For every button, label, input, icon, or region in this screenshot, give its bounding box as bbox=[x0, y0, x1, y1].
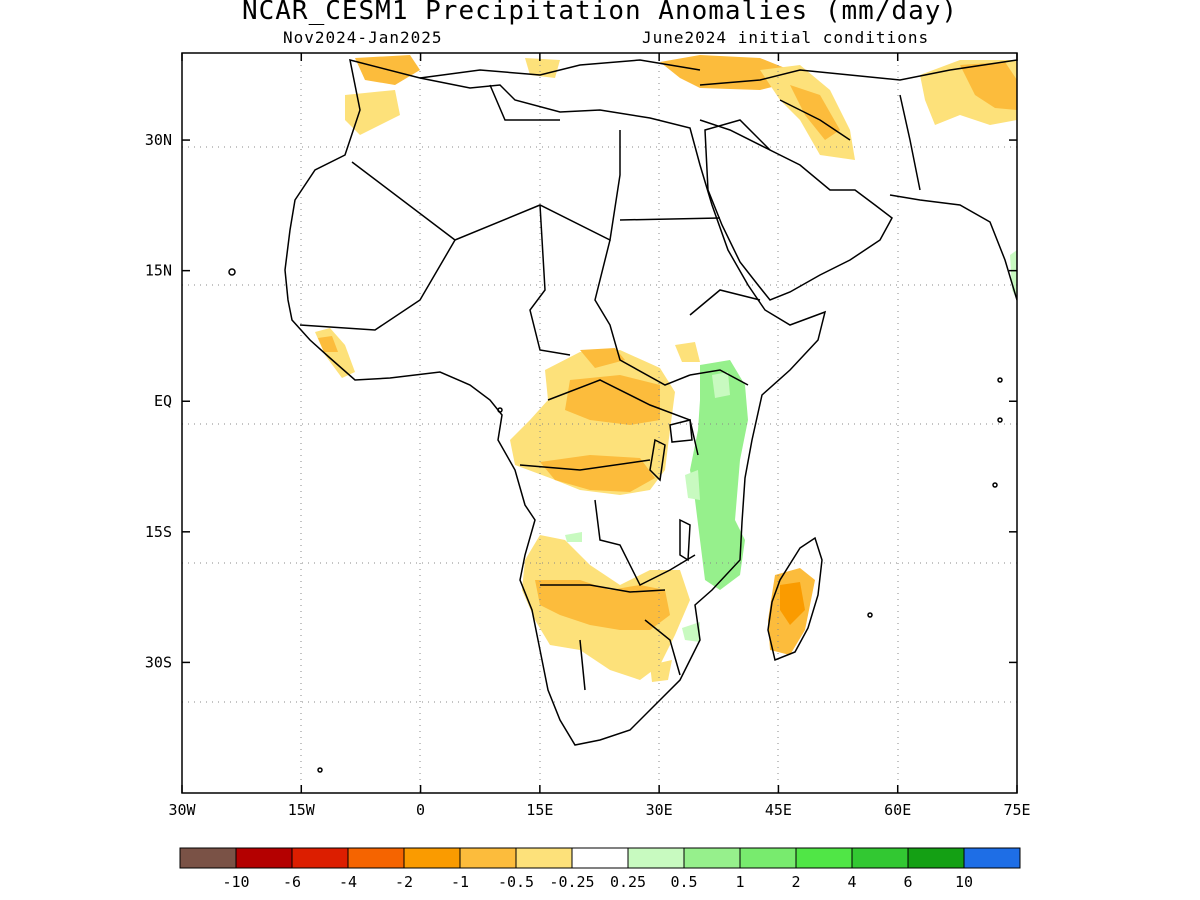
colorbar-swatch bbox=[739, 847, 797, 869]
colorbar-label: 0.25 bbox=[610, 873, 646, 891]
lat-tick-label: 15S bbox=[145, 523, 172, 541]
lat-tick-label: EQ bbox=[154, 392, 172, 410]
lon-tick-label: 75E bbox=[1003, 801, 1030, 819]
map-title: NCAR_CESM1 Precipitation Anomalies (mm/d… bbox=[241, 0, 959, 26]
colorbar-label: -0.25 bbox=[549, 873, 594, 891]
colorbar-swatch bbox=[515, 847, 573, 869]
lat-axis: 30N 15N EQ 15S 30S bbox=[145, 131, 1017, 671]
colorbar-swatch bbox=[179, 847, 237, 869]
colorbar-swatch bbox=[347, 847, 405, 869]
anomaly-shading bbox=[315, 55, 1017, 682]
lon-axis: 30W 15W 0 15E 30E 45E 60E 75E bbox=[168, 53, 1031, 819]
anomaly-east-africa bbox=[690, 360, 748, 590]
colorbar-label: -0.5 bbox=[498, 873, 534, 891]
lon-tick-label: 30E bbox=[646, 801, 673, 819]
colorbar-swatch bbox=[235, 847, 293, 869]
colorbar-label: 1 bbox=[735, 873, 744, 891]
colorbar-swatch bbox=[851, 847, 909, 869]
lon-tick-label: 0 bbox=[416, 801, 425, 819]
colorbar-label: 10 bbox=[955, 873, 973, 891]
lon-tick-label: 15W bbox=[288, 801, 316, 819]
forecast-period: Nov2024-Jan2025 bbox=[283, 28, 443, 47]
colorbar-swatch bbox=[571, 847, 629, 869]
map-area bbox=[182, 53, 1017, 793]
plot-frame bbox=[181, 52, 1018, 794]
lat-tick-label: 15N bbox=[145, 262, 172, 280]
colorbar-label: 4 bbox=[847, 873, 856, 891]
colorbar: -10 -6 -4 -2 -1 -0.5 -0.25 0.25 0.5 1 2 4 6 10 bbox=[179, 847, 1021, 891]
initial-conditions: June2024 initial conditions bbox=[642, 28, 930, 47]
colorbar-label: 0.5 bbox=[670, 873, 697, 891]
colorbar-label: 6 bbox=[903, 873, 912, 891]
colorbar-label: -4 bbox=[339, 873, 357, 891]
colorbar-label: -1 bbox=[451, 873, 469, 891]
colorbar-label: -2 bbox=[395, 873, 413, 891]
colorbar-swatch bbox=[291, 847, 349, 869]
colorbar-swatch bbox=[403, 847, 461, 869]
lat-tick-label: 30N bbox=[145, 131, 172, 149]
colorbar-swatch bbox=[459, 847, 517, 869]
colorbar-swatch bbox=[627, 847, 685, 869]
colorbar-label: -10 bbox=[222, 873, 249, 891]
colorbar-swatch bbox=[795, 847, 853, 869]
lon-tick-label: 15E bbox=[526, 801, 553, 819]
colorbar-swatch bbox=[963, 847, 1021, 869]
colorbar-swatch bbox=[907, 847, 965, 869]
colorbar-label: 2 bbox=[791, 873, 800, 891]
lon-tick-label: 45E bbox=[765, 801, 792, 819]
lon-tick-label: 30W bbox=[168, 801, 196, 819]
colorbar-swatch bbox=[683, 847, 741, 869]
lat-tick-label: 30S bbox=[145, 653, 172, 671]
colorbar-label: -6 bbox=[283, 873, 301, 891]
coastlines bbox=[228, 58, 1017, 773]
lon-tick-label: 60E bbox=[884, 801, 911, 819]
